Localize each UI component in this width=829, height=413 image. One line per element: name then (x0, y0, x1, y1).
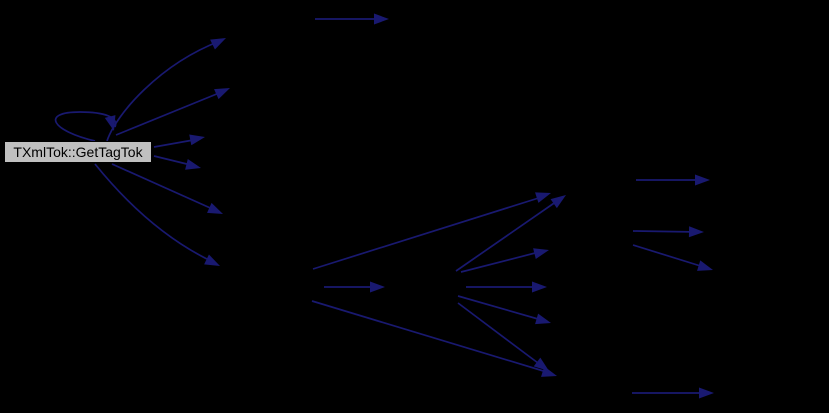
arrowhead-n1-to-n1a (374, 13, 389, 25)
edge-hub2-to-n6 (455, 198, 561, 272)
arrowhead-n10-to-n10a (699, 387, 714, 399)
arrowhead-n6-to-n6a (695, 174, 710, 186)
arrowhead-hub2-to-n7 (533, 248, 549, 259)
edge-hub2-to-n7 (460, 250, 544, 273)
arrowhead-root-to-n3 (189, 134, 205, 146)
node-txmltok-gettagtok[interactable]: TXmlTok::GetTagTok (4, 141, 152, 163)
arrowhead-n7-to-n7a (688, 226, 704, 238)
arrowhead-root-to-n4 (185, 159, 201, 170)
arrowhead-hub2-to-n9 (535, 313, 551, 325)
arrowhead-hub2-to-n6 (550, 195, 566, 209)
edge-hub2-to-n9 (457, 295, 546, 322)
edge-root-to-hub1 (94, 163, 214, 263)
edge-hub1-to-n10 (311, 300, 551, 374)
arrowhead-n7-to-n7b (697, 260, 713, 271)
arrowhead-root-to-n5 (207, 202, 223, 214)
arrowhead-root-to-n1 (210, 38, 226, 50)
arrowhead-root-to-hub1 (204, 254, 220, 266)
arrowhead-hub2-to-n8 (532, 281, 547, 293)
edge-root-to-n5 (111, 163, 218, 212)
node-label: TXmlTok::GetTagTok (13, 144, 143, 160)
edge-self-loop (54, 111, 117, 142)
edge-root-to-n1 (106, 40, 221, 142)
edge-root-to-n2 (115, 90, 225, 136)
arrowhead-hub1-to-hub2 (370, 281, 385, 293)
arrowhead-root-to-n2 (214, 88, 230, 100)
edge-n7-to-n7a (632, 230, 699, 233)
arrowhead-hub2-to-n10 (533, 357, 549, 371)
edge-hub2-to-n10 (457, 302, 543, 367)
edge-hub1-to-n6 (312, 195, 546, 270)
edge-n7-to-n7b (632, 244, 708, 269)
arrowhead-hub1-to-n6 (535, 192, 551, 203)
